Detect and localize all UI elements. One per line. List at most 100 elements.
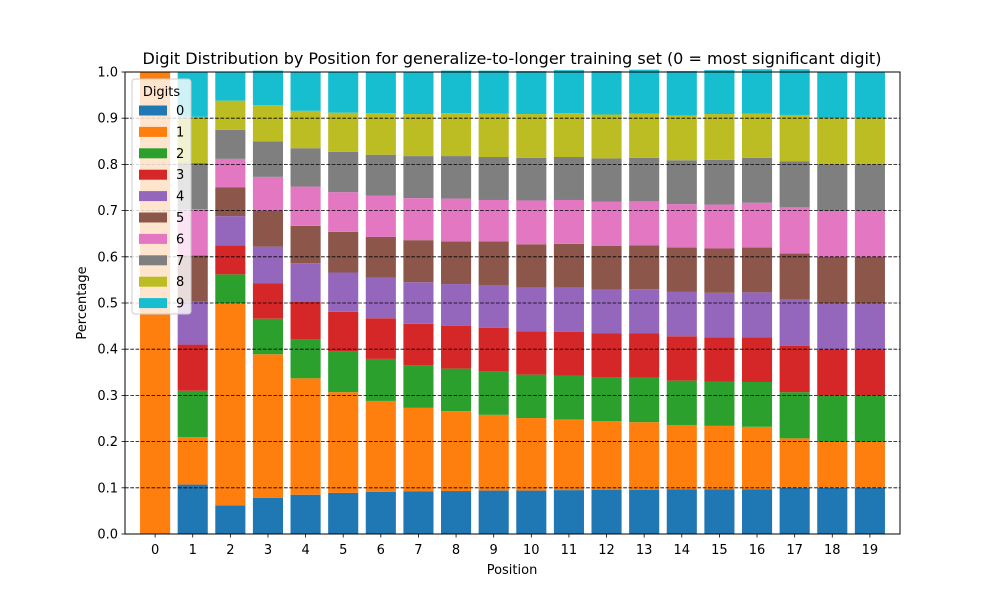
bar-pos6-digit7 — [365, 154, 396, 196]
legend-swatch-8 — [139, 276, 167, 287]
legend-label-5: 5 — [176, 211, 184, 226]
gridlines — [125, 117, 900, 489]
bar-pos15-digit2 — [704, 381, 735, 426]
x-tick-label-0: 0 — [151, 543, 159, 558]
bar-pos5-digit0 — [328, 492, 359, 534]
legend-swatch-7 — [139, 255, 167, 266]
bar-pos4-digit9 — [290, 72, 321, 111]
bar-pos3-digit0 — [252, 497, 284, 534]
bar-pos14-digit9 — [666, 71, 697, 116]
bar-pos12-digit8 — [591, 114, 622, 159]
bar-pos10-digit8 — [516, 114, 547, 158]
bar-pos4-digit0 — [290, 494, 321, 534]
bar-pos8-digit2 — [441, 368, 472, 412]
x-tick-label-5: 5 — [339, 543, 347, 558]
bar-pos19-digit7 — [854, 164, 885, 211]
legend-swatch-2 — [139, 148, 167, 159]
bar-pos14-digit3 — [666, 336, 697, 381]
bar-pos10-digit4 — [516, 287, 547, 332]
bar-pos2-digit7 — [215, 129, 246, 159]
legend-swatch-0 — [139, 105, 167, 116]
y-tick-label-0.0: 0.0 — [97, 528, 118, 543]
legend-title: Digits — [143, 85, 181, 100]
bar-pos16-digit5 — [741, 247, 773, 293]
bar-pos6-digit9 — [365, 72, 396, 114]
y-tick-label-0.6: 0.6 — [97, 250, 118, 265]
bar-pos16-digit7 — [741, 157, 773, 203]
bar-pos16-digit4 — [741, 292, 773, 338]
legend-label-2: 2 — [176, 147, 184, 162]
bar-pos17-digit8 — [779, 114, 810, 162]
bar-pos8-digit8 — [441, 113, 472, 157]
bar-pos2-digit6 — [215, 158, 246, 188]
bar-pos6-digit8 — [365, 113, 396, 155]
bar-pos6-digit1 — [365, 400, 396, 492]
legend-label-7: 7 — [176, 254, 184, 269]
bar-pos16-digit0 — [741, 489, 773, 534]
bar-pos6-digit6 — [365, 195, 396, 237]
x-tick-label-12: 12 — [598, 543, 615, 558]
bar-pos7-digit2 — [403, 365, 434, 408]
x-tick-label-17: 17 — [786, 543, 803, 558]
y-tick-label-0.9: 0.9 — [97, 112, 118, 127]
bar-pos17-digit7 — [779, 161, 810, 208]
legend-label-6: 6 — [176, 232, 184, 247]
bar-pos4-digit3 — [290, 301, 321, 340]
bar-pos11-digit2 — [553, 375, 584, 420]
bar-pos18-digit5 — [817, 256, 848, 303]
bar-pos19-digit1 — [854, 441, 885, 488]
x-tick-label-16: 16 — [749, 543, 766, 558]
bar-pos3-digit9 — [252, 70, 284, 106]
x-tick-label-3: 3 — [264, 543, 272, 558]
bar-pos9-digit4 — [478, 284, 509, 328]
bar-pos2-digit9 — [215, 71, 246, 101]
bar-pos18-digit0 — [817, 487, 848, 534]
bar-pos17-digit4 — [779, 299, 810, 346]
bar-pos5-digit1 — [328, 392, 359, 493]
bar-pos3-digit3 — [252, 283, 284, 319]
x-tick-label-18: 18 — [824, 543, 841, 558]
bar-pos3-digit5 — [252, 210, 284, 247]
bar-pos8-digit0 — [441, 491, 472, 534]
bar-pos12-digit3 — [591, 333, 622, 378]
bar-pos12-digit4 — [591, 289, 622, 334]
x-tick-label-2: 2 — [226, 543, 234, 558]
legend-label-0: 0 — [176, 104, 184, 119]
bar-pos13-digit7 — [629, 157, 660, 202]
bar-pos19-digit0 — [854, 487, 885, 534]
bar-pos14-digit8 — [666, 115, 697, 161]
bar-pos6-digit0 — [365, 491, 396, 534]
bar-pos13-digit6 — [629, 201, 660, 246]
bar-pos1-digit0 — [177, 484, 208, 534]
legend-swatch-9 — [139, 298, 167, 309]
bar-pos15-digit7 — [704, 159, 735, 205]
bar-pos9-digit7 — [478, 157, 509, 200]
bar-pos11-digit0 — [553, 490, 584, 534]
bar-pos2-digit3 — [215, 245, 246, 275]
y-tick-label-0.2: 0.2 — [97, 435, 118, 450]
bar-pos8-digit4 — [441, 284, 472, 326]
bar-pos2-digit2 — [215, 274, 246, 303]
bar-pos14-digit5 — [666, 247, 697, 292]
x-axis-label: Position — [487, 563, 538, 578]
bar-pos10-digit9 — [516, 71, 547, 115]
bar-pos17-digit2 — [779, 392, 810, 439]
y-tick-label-0.4: 0.4 — [97, 343, 118, 358]
bar-pos11-digit7 — [553, 157, 584, 200]
bar-pos19-digit3 — [854, 349, 885, 396]
bar-pos8-digit6 — [441, 198, 472, 242]
bar-pos15-digit8 — [704, 114, 735, 160]
bar-pos9-digit6 — [478, 199, 509, 242]
bar-pos7-digit7 — [403, 156, 434, 199]
legend: Digits 0 1 2 3 4 5 6 7 8 9 — [131, 78, 192, 315]
bar-pos1-digit3 — [177, 344, 208, 391]
bar-pos7-digit1 — [403, 407, 434, 492]
bar-pos9-digit2 — [478, 371, 509, 415]
bar-pos15-digit3 — [704, 337, 735, 382]
y-axis: 0.0 0.1 0.2 0.3 0.4 0.5 0.6 0.7 0.8 0.9 1.0 — [97, 66, 125, 543]
x-tick-label-19: 19 — [862, 543, 879, 558]
bar-pos7-digit5 — [403, 240, 434, 283]
bar-pos10-digit1 — [516, 418, 547, 491]
x-tick-label-11: 11 — [561, 543, 578, 558]
